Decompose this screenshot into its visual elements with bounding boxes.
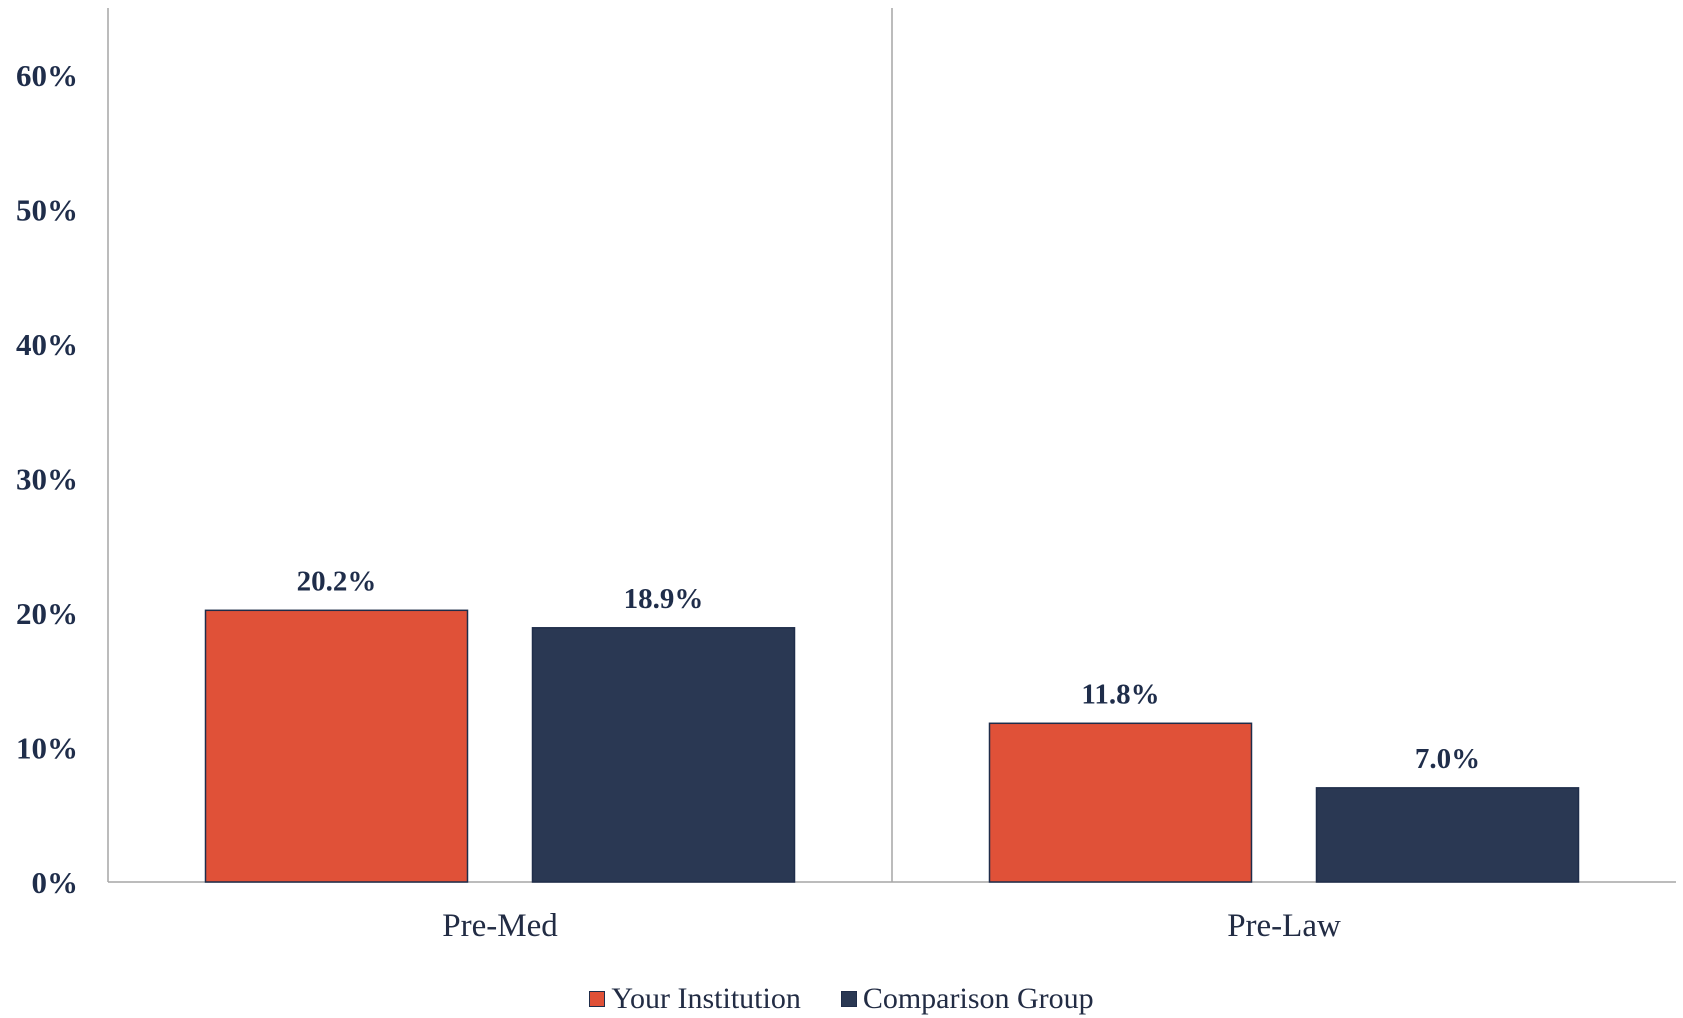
y-tick-label: 10% xyxy=(16,731,78,766)
chart-axes: 0% 10% 20% 30% 40% 50% 60% xyxy=(16,8,1676,900)
y-tick-label: 60% xyxy=(16,58,78,93)
chart-labels: 20.2% 18.9% Pre-Med 11.8% 7.0% Pre-Law xyxy=(297,565,1481,944)
chart-legend: Your Institution Comparison Group xyxy=(0,982,1683,1016)
legend-item-comparison-group: Comparison Group xyxy=(840,982,1094,1016)
y-tick-label: 20% xyxy=(16,596,78,631)
legend-swatch-your-institution xyxy=(589,991,606,1007)
data-label: 7.0% xyxy=(1415,743,1480,775)
y-tick-label: 0% xyxy=(32,865,79,900)
legend-label-your-institution: Your Institution xyxy=(611,982,801,1015)
bar xyxy=(531,627,796,883)
legend-item-your-institution: Your Institution xyxy=(589,982,801,1016)
bar xyxy=(204,609,469,883)
data-label: 20.2% xyxy=(297,565,377,597)
chart-bars xyxy=(204,609,1580,883)
data-label: 18.9% xyxy=(624,583,704,615)
y-tick-label: 30% xyxy=(16,462,78,497)
y-tick-label: 40% xyxy=(16,327,78,362)
y-tick-label: 50% xyxy=(16,193,78,228)
data-label: 11.8% xyxy=(1081,678,1159,710)
x-tick-label: Pre-Law xyxy=(1227,908,1341,944)
x-tick-label: Pre-Med xyxy=(442,908,558,944)
legend-label-comparison-group: Comparison Group xyxy=(862,982,1094,1015)
bar xyxy=(988,722,1253,883)
legend-swatch-comparison-group xyxy=(840,991,857,1007)
bar xyxy=(1315,787,1580,883)
bar-chart: 0% 10% 20% 30% 40% 50% 60% 20.2% 18.9% Pre-Med 11… xyxy=(16,8,1676,944)
